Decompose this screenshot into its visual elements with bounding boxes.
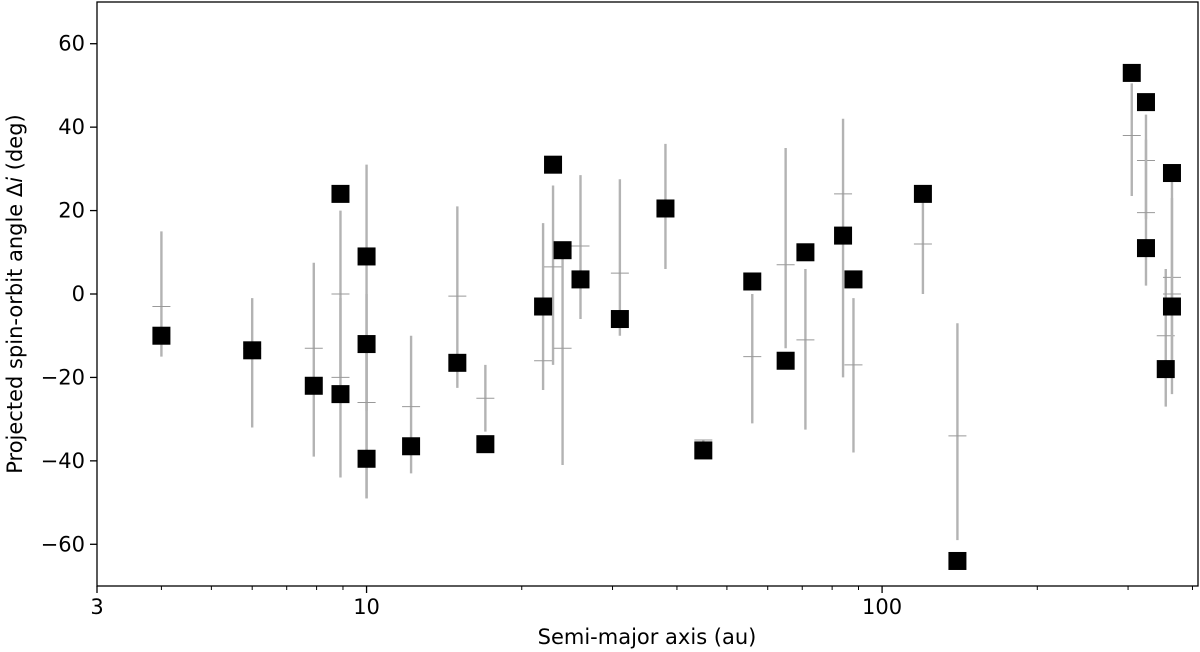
y-tick-label: 0 [72,282,85,306]
data-point-2 [304,376,323,395]
data-point-4 [331,385,350,404]
data-point-10 [476,435,495,454]
data-point-9 [448,353,467,372]
x-axis-ticks: 3 10 100 [90,586,1193,619]
marker-layer [152,63,1181,570]
data-point-29 [1162,164,1181,183]
data-point-19 [776,351,795,370]
y-axis-label-suffix: (deg) [3,114,27,177]
data-point-26 [1136,93,1155,112]
data-point-21 [834,226,853,245]
data-point-8 [402,437,421,456]
data-point-7 [357,449,376,468]
data-point-20 [796,243,815,262]
y-axis-label-italic: i [3,177,27,183]
data-point-14 [571,270,590,289]
y-axis-label-prefix: Projected spin-orbit angle Δ [3,182,27,474]
data-point-13 [553,241,572,260]
y-tick-label: −60 [41,532,85,556]
y-tick-label: −40 [41,449,85,473]
x-tick-label: 10 [353,595,380,619]
data-point-17 [694,441,713,460]
y-tick-label: 60 [58,32,85,56]
y-tick-label: −20 [41,365,85,389]
data-point-25 [1122,63,1141,82]
data-point-16 [656,199,675,218]
x-tick-label: 3 [90,595,103,619]
data-point-28 [1156,360,1175,379]
data-point-3 [331,184,350,203]
data-point-6 [357,335,376,354]
data-point-0 [152,326,171,345]
data-point-22 [844,270,863,289]
data-point-11 [534,297,553,316]
data-point-23 [913,184,932,203]
data-point-12 [544,155,563,174]
data-point-30 [1162,297,1181,316]
data-point-1 [243,341,262,360]
y-axis-label: Projected spin-orbit angle Δi (deg) [3,114,27,474]
plot-area [96,1,1199,587]
x-axis-label: Semi-major axis (au) [538,625,757,649]
x-tick-label: 100 [862,595,902,619]
y-axis-ticks: −60 −40 −20 0 20 40 60 [41,32,97,556]
y-tick-label: 40 [58,115,85,139]
data-point-27 [1136,239,1155,258]
data-point-24 [948,551,967,570]
data-point-5 [357,247,376,266]
data-point-18 [743,272,762,291]
data-point-15 [610,310,629,329]
y-tick-label: 20 [58,199,85,223]
